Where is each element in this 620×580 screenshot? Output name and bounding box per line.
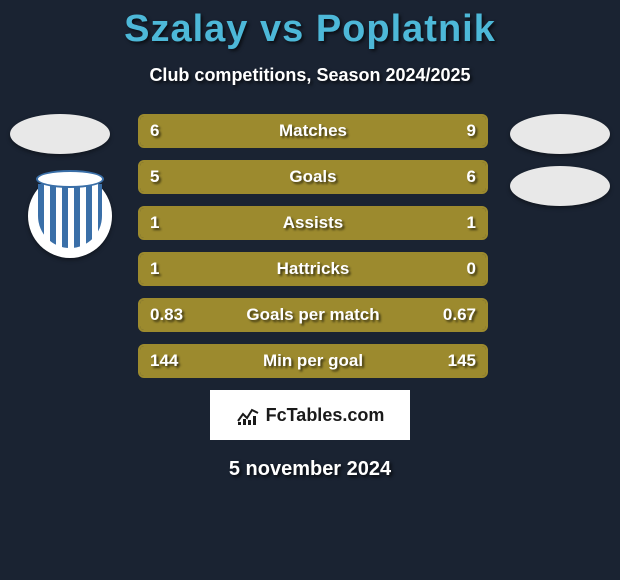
chart-icon <box>236 405 260 425</box>
stat-right-value: 6 <box>467 167 476 187</box>
stat-row: 5 6 Goals <box>138 160 488 194</box>
stat-label: Goals <box>289 167 336 187</box>
stat-row: 1 1 Assists <box>138 206 488 240</box>
stat-row: 6 9 Matches <box>138 114 488 148</box>
stat-right-value: 0.67 <box>443 305 476 325</box>
stat-label: Goals per match <box>246 305 379 325</box>
bar-left-fill <box>140 162 296 192</box>
stat-right-value: 1 <box>467 213 476 233</box>
stat-label: Matches <box>279 121 347 141</box>
stat-right-value: 0 <box>467 259 476 279</box>
subtitle: Club competitions, Season 2024/2025 <box>0 65 620 86</box>
page-title: Szalay vs Poplatnik <box>0 0 620 51</box>
club-badge-top <box>36 170 104 188</box>
stat-row: 1 0 Hattricks <box>138 252 488 286</box>
stat-row: 144 145 Min per goal <box>138 344 488 378</box>
player-right-avatar-1 <box>510 114 610 154</box>
bar-left-fill <box>140 116 278 146</box>
brand-box[interactable]: FcTables.com <box>210 390 410 440</box>
date-label: 5 november 2024 <box>0 458 620 481</box>
stat-bars: 6 9 Matches 5 6 Goals 1 1 Assists 1 0 Hattricks 0.83… <box>138 114 488 378</box>
stat-label: Min per goal <box>263 351 363 371</box>
stat-left-value: 144 <box>150 351 178 371</box>
player-right-avatar-2 <box>510 166 610 206</box>
club-badge-stripes <box>38 184 102 248</box>
stat-left-value: 0.83 <box>150 305 183 325</box>
stat-left-value: 6 <box>150 121 159 141</box>
brand-text: FcTables.com <box>266 405 385 426</box>
stat-left-value: 5 <box>150 167 159 187</box>
stat-row: 0.83 0.67 Goals per match <box>138 298 488 332</box>
stat-left-value: 1 <box>150 259 159 279</box>
stat-right-value: 9 <box>467 121 476 141</box>
stat-label: Assists <box>283 213 343 233</box>
stat-label: Hattricks <box>277 259 350 279</box>
club-badge <box>28 174 112 258</box>
stat-left-value: 1 <box>150 213 159 233</box>
player-left-avatar <box>10 114 110 154</box>
stat-right-value: 145 <box>448 351 476 371</box>
comparison-panel: 6 9 Matches 5 6 Goals 1 1 Assists 1 0 Hattricks 0.83… <box>0 114 620 481</box>
